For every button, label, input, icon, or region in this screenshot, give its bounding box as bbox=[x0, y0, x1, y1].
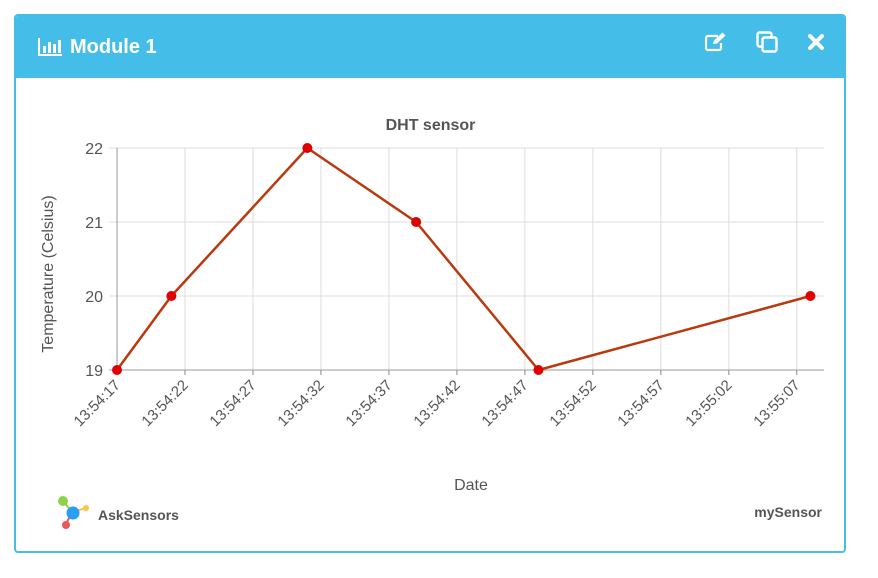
asksensors-logo-icon bbox=[56, 494, 92, 535]
chart-title: DHT sensor bbox=[386, 117, 476, 134]
x-axis-label: Date bbox=[454, 477, 488, 494]
brand: AskSensors bbox=[56, 494, 179, 535]
x-tick-label: 13:54:52 bbox=[546, 377, 599, 430]
module-panel: Module 1 bbox=[14, 14, 846, 553]
x-tick-label: 13:54:42 bbox=[410, 377, 463, 430]
brand-name: AskSensors bbox=[98, 506, 179, 523]
y-tick-label: 20 bbox=[85, 289, 103, 306]
close-button[interactable] bbox=[803, 31, 829, 57]
edit-button[interactable] bbox=[703, 31, 729, 57]
y-axis-label: Temperature (Celsius) bbox=[40, 195, 57, 352]
copy-icon bbox=[756, 30, 778, 58]
data-point bbox=[302, 143, 313, 153]
edit-icon bbox=[704, 32, 727, 57]
y-tick-label: 22 bbox=[85, 141, 103, 158]
y-tick-label: 21 bbox=[85, 215, 103, 232]
module-title: Module 1 bbox=[70, 36, 157, 58]
data-point bbox=[533, 365, 544, 375]
duplicate-button[interactable] bbox=[754, 30, 780, 58]
x-tick-label: 13:54:22 bbox=[138, 377, 191, 430]
x-tick-label: 13:54:27 bbox=[206, 377, 259, 430]
module-title-wrap: Module 1 bbox=[38, 35, 157, 59]
series-line bbox=[115, 146, 811, 372]
x-tick-label: 13:54:47 bbox=[478, 377, 531, 430]
y-tick-label: 19 bbox=[85, 363, 103, 380]
data-point bbox=[112, 365, 122, 375]
x-tick-label: 13:54:37 bbox=[342, 377, 395, 430]
x-tick-label: 13:54:17 bbox=[71, 377, 124, 430]
line-chart: DHT sensor 13:54:17 13:54:22 13:54:27 13:54:… bbox=[40, 117, 824, 494]
x-tick-label: 13:55:02 bbox=[682, 377, 735, 430]
x-tick-label: 13:54:32 bbox=[274, 377, 327, 430]
data-point bbox=[166, 291, 177, 301]
data-point bbox=[411, 217, 422, 227]
bar-chart-icon bbox=[38, 38, 62, 56]
module-header: Module 1 bbox=[16, 16, 844, 78]
close-icon bbox=[808, 33, 824, 55]
data-point bbox=[805, 291, 816, 301]
x-tick-label: 13:55:07 bbox=[750, 377, 803, 430]
sensor-name: mySensor bbox=[754, 504, 822, 520]
x-tick-label: 13:54:57 bbox=[614, 377, 667, 430]
